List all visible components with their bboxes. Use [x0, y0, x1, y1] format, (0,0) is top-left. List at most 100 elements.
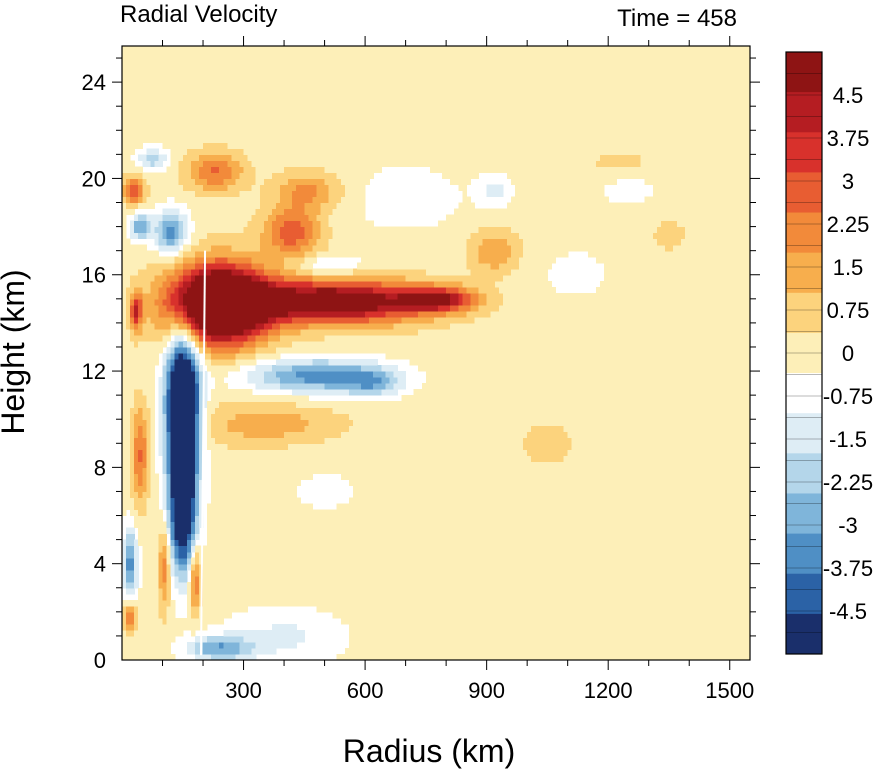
velocity-cell: [320, 599, 326, 607]
velocity-cell: [332, 172, 338, 180]
velocity-cell: [194, 244, 200, 252]
velocity-cell: [239, 563, 245, 571]
velocity-cell: [162, 653, 168, 661]
velocity-cell: [126, 599, 131, 607]
velocity-cell: [292, 359, 297, 366]
velocity-cell: [186, 88, 192, 95]
velocity-cell: [231, 365, 237, 372]
velocity-cell: [186, 160, 192, 167]
velocity-cell: [332, 112, 338, 119]
velocity-cell: [320, 359, 326, 366]
velocity-cell: [150, 220, 156, 228]
velocity-cell: [316, 46, 322, 53]
velocity-cell: [138, 334, 143, 342]
velocity-cell: [292, 334, 297, 342]
velocity-cell: [251, 148, 257, 155]
velocity-cell: [150, 617, 156, 625]
velocity-cell: [166, 581, 172, 589]
velocity-cell: [215, 521, 220, 529]
velocity-cell: [178, 389, 184, 396]
velocity-cell: [182, 244, 188, 252]
velocity-cell: [243, 545, 249, 553]
velocity-cell: [296, 280, 301, 288]
velocity-cell: [198, 88, 204, 95]
velocity-cell: [324, 371, 330, 378]
velocity-cell: [166, 413, 172, 420]
velocity-cell: [178, 497, 184, 505]
velocity-cell: [271, 190, 277, 198]
velocity-cell: [267, 353, 273, 360]
velocity-cell: [182, 286, 188, 294]
velocity-cell: [308, 334, 314, 342]
velocity-cell: [146, 346, 151, 354]
velocity-cell: [227, 425, 232, 432]
velocity-cell: [178, 533, 184, 541]
velocity-cell: [126, 178, 131, 186]
velocity-cell: [150, 52, 156, 59]
velocity-cell: [332, 521, 338, 529]
velocity-cell: [211, 437, 216, 444]
velocity-cell: [178, 425, 184, 432]
velocity-cell: [263, 190, 269, 198]
velocity-cell: [308, 268, 314, 276]
velocity-cell: [126, 124, 131, 131]
velocity-cell: [126, 539, 131, 547]
velocity-cell: [312, 509, 318, 517]
velocity-cell: [223, 587, 228, 595]
velocity-cell: [259, 413, 265, 420]
velocity-cell: [316, 232, 322, 240]
velocity-cell: [194, 365, 200, 372]
velocity-cell: [146, 479, 151, 487]
velocity-cell: [122, 292, 127, 300]
velocity-cell: [186, 280, 192, 288]
velocity-cell: [275, 569, 281, 577]
velocity-cell: [227, 52, 232, 59]
velocity-cell: [227, 124, 232, 131]
velocity-cell: [194, 322, 200, 330]
velocity-cell: [150, 425, 156, 432]
velocity-cell: [231, 503, 237, 511]
velocity-cell: [275, 383, 281, 390]
velocity-cell: [292, 413, 297, 420]
velocity-cell: [150, 503, 156, 511]
velocity-cell: [211, 587, 216, 595]
velocity-cell: [259, 274, 265, 282]
velocity-cell: [288, 208, 293, 216]
velocity-cell: [231, 353, 237, 360]
velocity-cell: [203, 593, 208, 601]
velocity-cell: [300, 286, 305, 294]
velocity-cell: [130, 419, 135, 426]
velocity-cell: [239, 346, 245, 354]
velocity-cell: [126, 581, 131, 589]
velocity-cell: [162, 154, 168, 161]
velocity-cell: [259, 497, 265, 505]
velocity-cell: [207, 64, 212, 71]
velocity-cell: [328, 46, 334, 53]
velocity-cell: [336, 611, 342, 619]
velocity-cell: [158, 328, 164, 336]
velocity-cell: [296, 250, 301, 258]
velocity-cell: [207, 322, 212, 330]
velocity-cell: [292, 419, 297, 426]
velocity-cell: [259, 46, 265, 53]
velocity-cell: [203, 359, 208, 366]
velocity-cell: [126, 353, 131, 360]
velocity-cell: [296, 322, 301, 330]
velocity-cell: [190, 334, 196, 342]
velocity-cell: [126, 208, 131, 216]
velocity-cell: [130, 557, 135, 565]
velocity-cell: [170, 425, 176, 432]
velocity-cell: [207, 94, 212, 101]
velocity-cell: [134, 316, 139, 324]
velocity-cell: [324, 130, 330, 137]
velocity-cell: [190, 274, 196, 282]
velocity-cell: [263, 377, 269, 384]
velocity-cell: [150, 70, 156, 77]
velocity-cell: [328, 515, 334, 523]
velocity-cell: [280, 443, 285, 450]
velocity-cell: [271, 226, 277, 234]
velocity-cell: [259, 557, 265, 565]
velocity-cell: [275, 244, 281, 252]
velocity-cell: [211, 196, 216, 204]
velocity-cell: [255, 94, 261, 101]
